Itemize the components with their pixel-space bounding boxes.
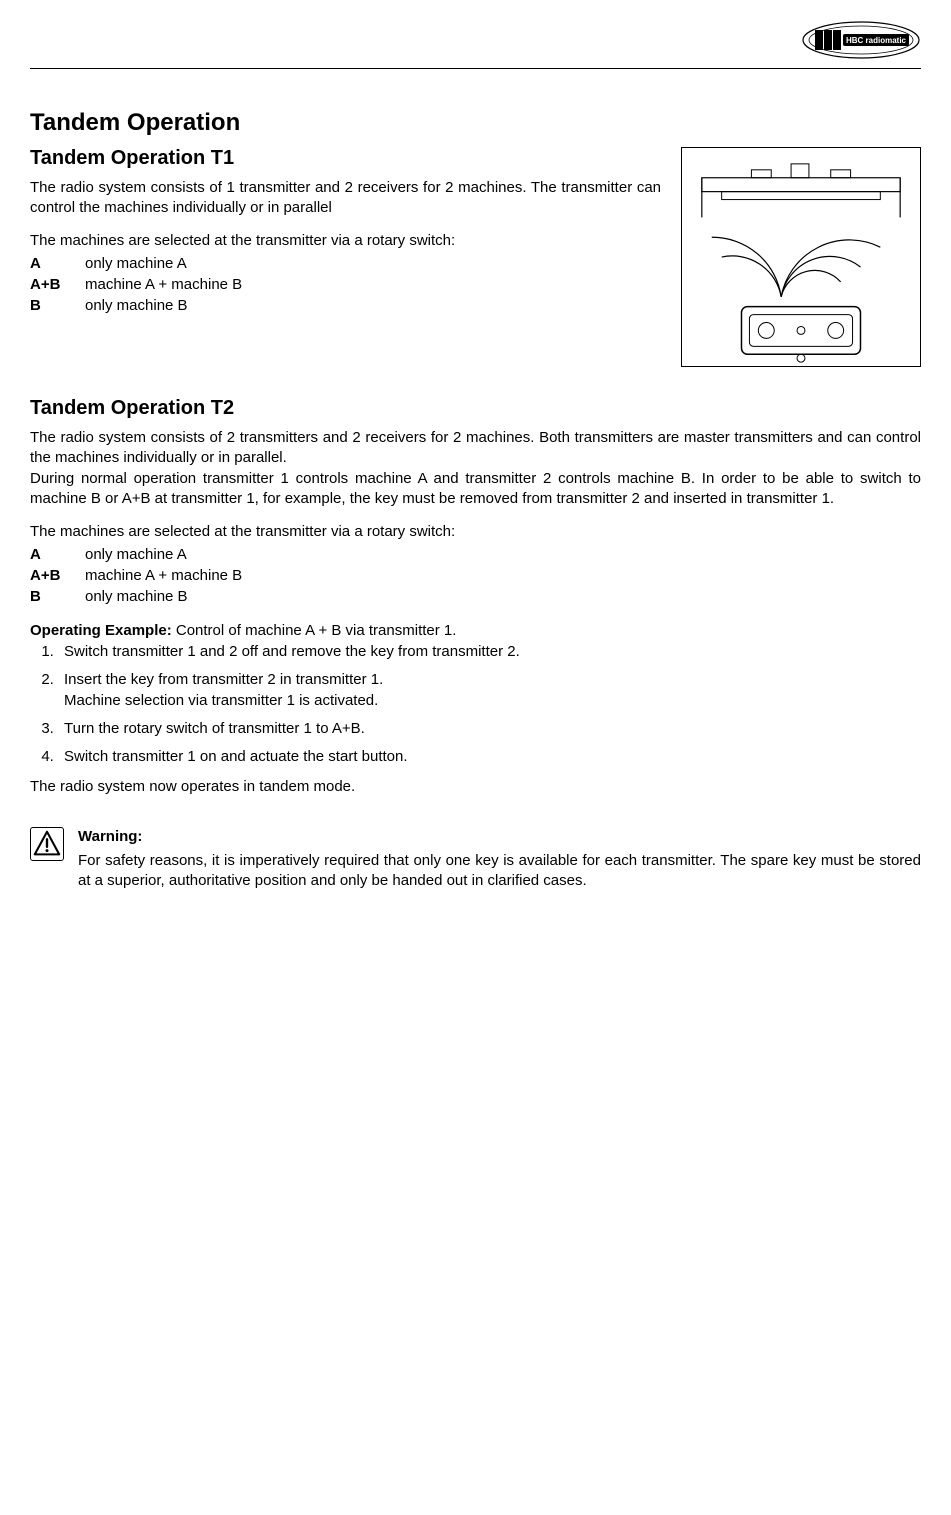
- switch-row: B only machine B: [30, 586, 921, 607]
- warning-block: Warning: For safety reasons, it is imper…: [30, 827, 921, 892]
- switch-val: only machine A: [85, 253, 187, 274]
- switch-row: A+B machine A + machine B: [30, 274, 661, 295]
- t2-switch-list: A only machine A A+B machine A + machine…: [30, 544, 921, 607]
- main-heading: Tandem Operation: [30, 109, 921, 137]
- switch-key: A+B: [30, 274, 85, 295]
- switch-row: A+B machine A + machine B: [30, 565, 921, 586]
- t1-intro: The radio system consists of 1 transmitt…: [30, 178, 661, 217]
- svg-text:HBC radiomatic: HBC radiomatic: [846, 36, 907, 45]
- warning-title: Warning:: [78, 827, 921, 847]
- switch-val: machine A + machine B: [85, 565, 242, 586]
- example-label: Operating Example:: [30, 622, 172, 639]
- step-item: Turn the rotary switch of transmitter 1 …: [58, 719, 921, 739]
- page-header: HBC radiomatic: [30, 20, 921, 69]
- step-item: Switch transmitter 1 on and actuate the …: [58, 747, 921, 767]
- warning-text: Warning: For safety reasons, it is imper…: [78, 827, 921, 892]
- switch-val: machine A + machine B: [85, 274, 242, 295]
- switch-key: A: [30, 544, 85, 565]
- switch-val: only machine B: [85, 295, 188, 316]
- brand-logo: HBC radiomatic: [801, 20, 921, 60]
- t1-switch-list: A only machine A A+B machine A + machine…: [30, 253, 661, 316]
- example-rest: Control of machine A + B via transmitter…: [172, 622, 457, 639]
- t2-para1: The radio system consists of 2 transmitt…: [30, 428, 921, 467]
- switch-key: B: [30, 586, 85, 607]
- warning-body: For safety reasons, it is imperatively r…: [78, 852, 921, 889]
- section-t1: Tandem Operation T1 The radio system con…: [30, 147, 921, 367]
- switch-row: A only machine A: [30, 253, 661, 274]
- document-page: HBC radiomatic Tandem Operation Tandem O…: [0, 0, 951, 922]
- switch-key: B: [30, 295, 85, 316]
- t2-heading: Tandem Operation T2: [30, 397, 921, 420]
- t1-heading: Tandem Operation T1: [30, 147, 661, 170]
- warning-icon: [30, 827, 64, 861]
- switch-val: only machine A: [85, 544, 187, 565]
- switch-row: B only machine B: [30, 295, 661, 316]
- operating-example-line: Operating Example: Control of machine A …: [30, 621, 921, 641]
- t2-para2: During normal operation transmitter 1 co…: [30, 469, 921, 508]
- section-t1-text: Tandem Operation T1 The radio system con…: [30, 147, 661, 316]
- t1-select-line: The machines are selected at the transmi…: [30, 231, 661, 251]
- switch-val: only machine B: [85, 586, 188, 607]
- step-item: Switch transmitter 1 and 2 off and remov…: [58, 642, 921, 662]
- switch-row: A only machine A: [30, 544, 921, 565]
- switch-key: A: [30, 253, 85, 274]
- operating-steps: Switch transmitter 1 and 2 off and remov…: [30, 642, 921, 767]
- step-item: Insert the key from transmitter 2 in tra…: [58, 670, 921, 711]
- t2-select-line: The machines are selected at the transmi…: [30, 522, 921, 542]
- t2-closing: The radio system now operates in tandem …: [30, 777, 921, 797]
- tandem-diagram: [681, 147, 921, 367]
- switch-key: A+B: [30, 565, 85, 586]
